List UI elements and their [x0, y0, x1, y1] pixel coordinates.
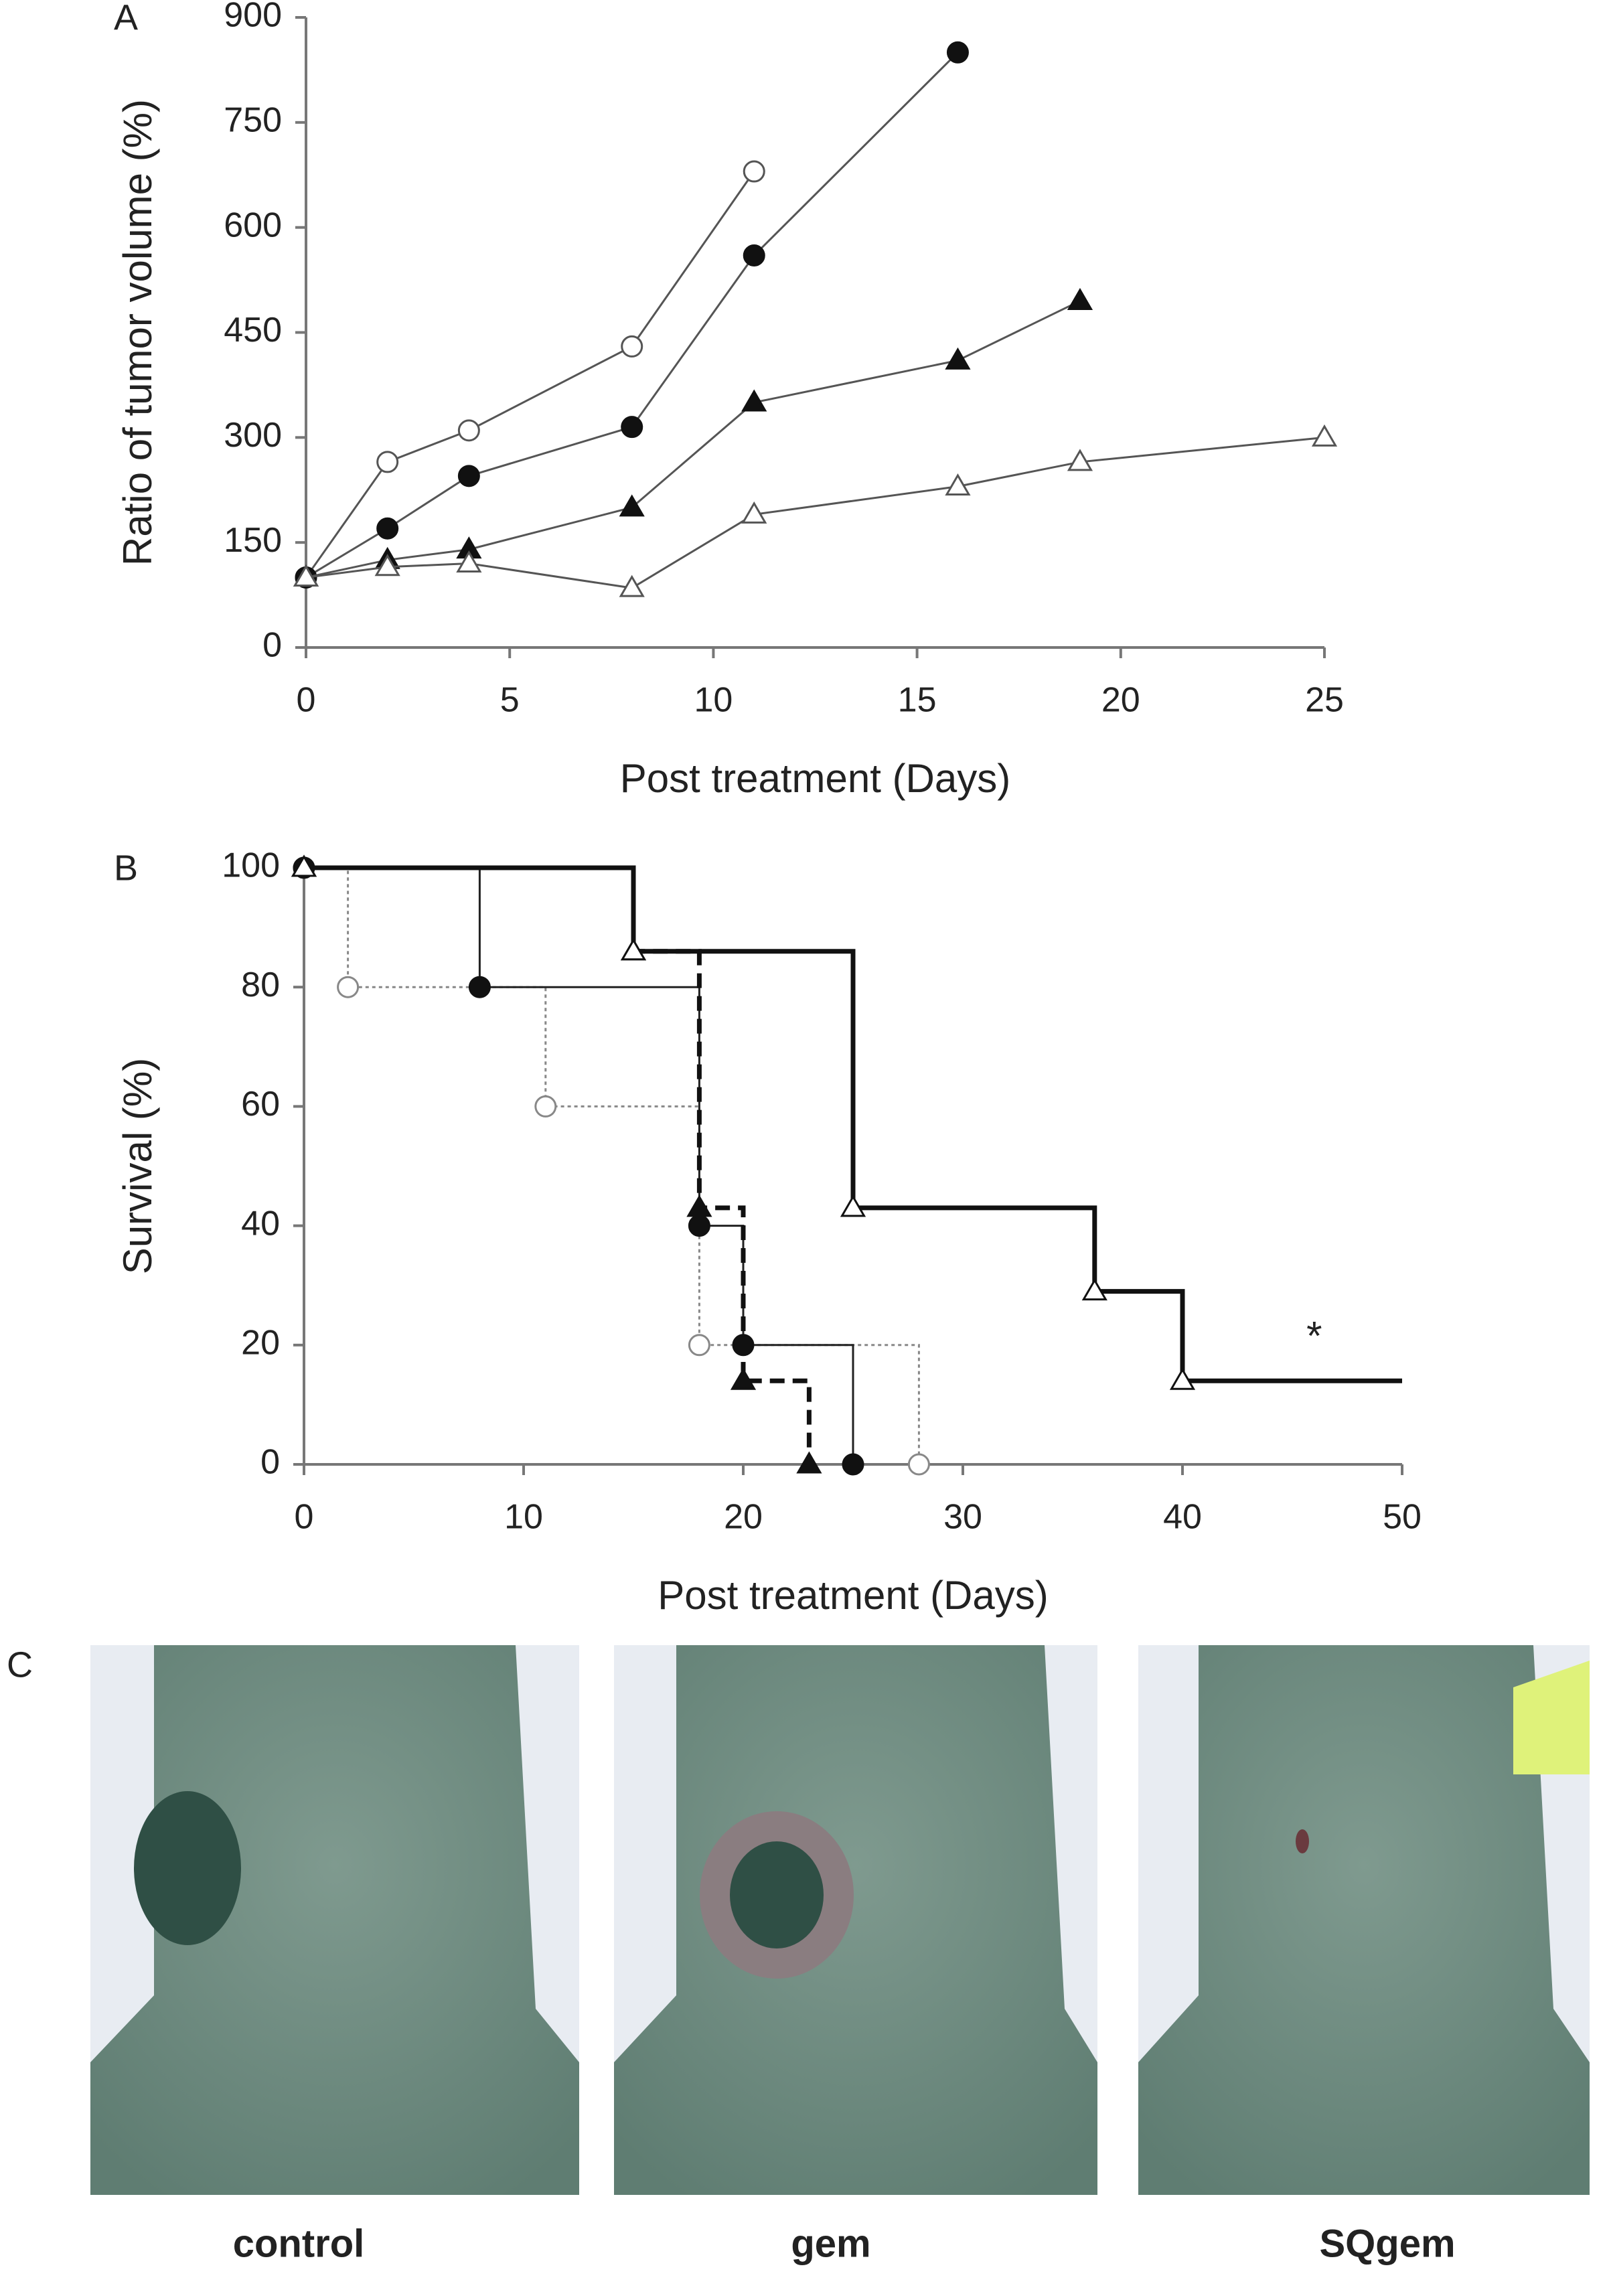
x-tick-label: 0 [295, 1498, 314, 1537]
marker [840, 1195, 866, 1217]
photo-mouse [90, 1645, 579, 2195]
marker [688, 1215, 710, 1237]
marker [337, 976, 360, 998]
marker [907, 1453, 930, 1476]
marker [291, 854, 317, 877]
y-tick-label: 600 [224, 206, 282, 244]
x-tick-label: 10 [504, 1498, 543, 1537]
marker [1067, 287, 1093, 310]
marker [456, 550, 482, 573]
marker [457, 465, 480, 487]
marker [743, 244, 765, 266]
series-line [304, 865, 1402, 1383]
y-tick-label: 20 [241, 1324, 280, 1363]
y-tick-label: 40 [241, 1204, 280, 1243]
marker [1169, 1367, 1196, 1390]
marker [842, 1453, 864, 1476]
series-line [305, 52, 959, 579]
marker [743, 160, 765, 183]
series-line [305, 171, 755, 579]
marker [619, 494, 645, 517]
x-tick-label: 20 [724, 1498, 763, 1537]
panel-label: B [114, 848, 138, 888]
photo-caption: gem [791, 2222, 870, 2265]
y-tick-label: 0 [260, 1443, 280, 1482]
marker [741, 501, 767, 524]
series-line [304, 865, 812, 1464]
y-tick-label: 300 [224, 416, 282, 455]
marker [468, 976, 491, 998]
series-line [304, 866, 854, 1464]
marker [374, 554, 400, 577]
y-tick-label: 900 [224, 0, 282, 35]
photo-tag [1513, 1661, 1590, 1774]
x-axis-label: Post treatment (Days) [620, 756, 1011, 801]
marker [376, 517, 399, 540]
y-tick-label: 0 [262, 626, 282, 665]
x-tick-label: 0 [297, 681, 316, 720]
photo-panel [90, 1645, 1590, 2195]
marker [620, 938, 647, 961]
photo-spot [1296, 1829, 1309, 1853]
marker [619, 575, 645, 597]
y-tick-label: 150 [224, 521, 282, 560]
marker [457, 419, 480, 442]
y-tick-label: 80 [241, 966, 280, 1004]
photo-mouse [1138, 1645, 1590, 2195]
marker [741, 389, 767, 412]
marker [945, 473, 971, 496]
x-tick-label: 40 [1163, 1498, 1202, 1537]
marker [688, 1334, 710, 1357]
photo-mouse [614, 1645, 1097, 2195]
x-tick-label: 10 [694, 681, 733, 720]
marker [293, 564, 319, 587]
x-tick-label: 5 [500, 681, 520, 720]
marker [1081, 1278, 1107, 1301]
photo-caption: control [233, 2222, 365, 2265]
marker [621, 416, 643, 439]
y-tick-label: 450 [224, 311, 282, 350]
x-tick-label: 50 [1383, 1498, 1422, 1537]
marker [686, 1195, 712, 1217]
marker [946, 41, 969, 64]
y-tick-label: 60 [241, 1085, 280, 1124]
y-tick-label: 100 [222, 846, 280, 885]
marker [730, 1367, 757, 1390]
x-tick-label: 20 [1101, 681, 1140, 720]
x-axis-label: Post treatment (Days) [658, 1573, 1049, 1618]
photo-tumor [730, 1841, 824, 1948]
marker [376, 451, 399, 473]
panel-label: C [7, 1644, 33, 1685]
marker [1067, 449, 1093, 471]
series-line [304, 866, 920, 1464]
marker [796, 1451, 822, 1474]
photo-caption: SQgem [1319, 2222, 1455, 2265]
marker [621, 335, 643, 358]
marker [534, 1095, 557, 1118]
x-tick-label: 15 [898, 681, 937, 720]
x-tick-label: 30 [943, 1498, 982, 1537]
panel-label: A [114, 0, 138, 37]
series-line [305, 436, 1325, 589]
y-axis-label: Ratio of tumor volume (%) [115, 99, 160, 566]
photo-tumor [134, 1791, 241, 1945]
marker [1311, 424, 1338, 447]
x-tick-label: 25 [1305, 681, 1344, 720]
y-axis-label: Survival (%) [115, 1058, 160, 1274]
y-tick-label: 750 [224, 101, 282, 140]
marker [945, 347, 971, 370]
annotation: * [1306, 1314, 1322, 1359]
